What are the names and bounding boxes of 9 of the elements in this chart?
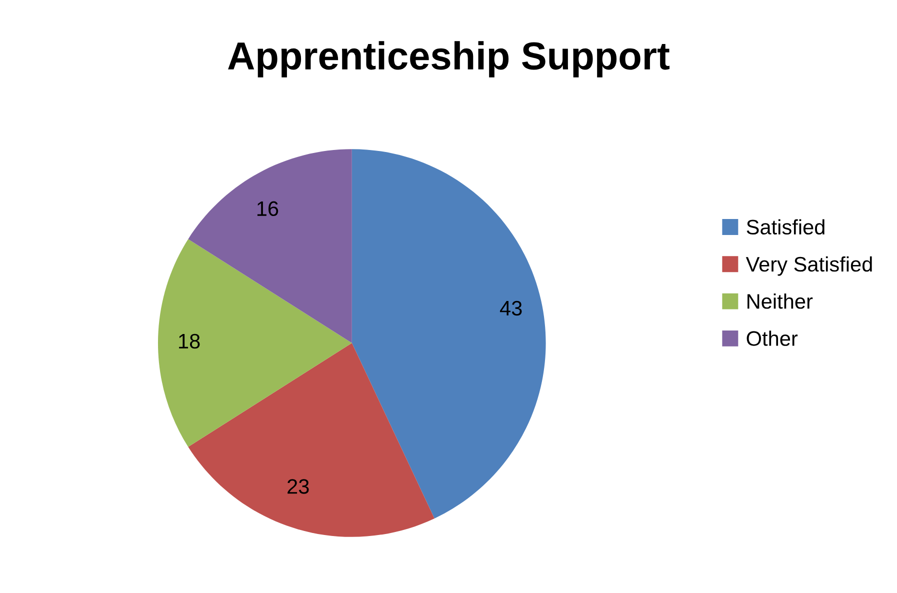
data-label: 43 <box>500 300 522 316</box>
legend-label: Satisfied <box>746 219 824 235</box>
legend-label: Neither <box>748 293 813 309</box>
data-label: 18 <box>179 334 200 349</box>
legend-label: Very Satisfied <box>746 256 872 276</box>
legend-label: Other <box>746 330 798 346</box>
chart-title: Apprenticeship Support <box>228 41 670 78</box>
data-label: 16 <box>257 201 278 216</box>
data-label: 23 <box>288 479 309 494</box>
